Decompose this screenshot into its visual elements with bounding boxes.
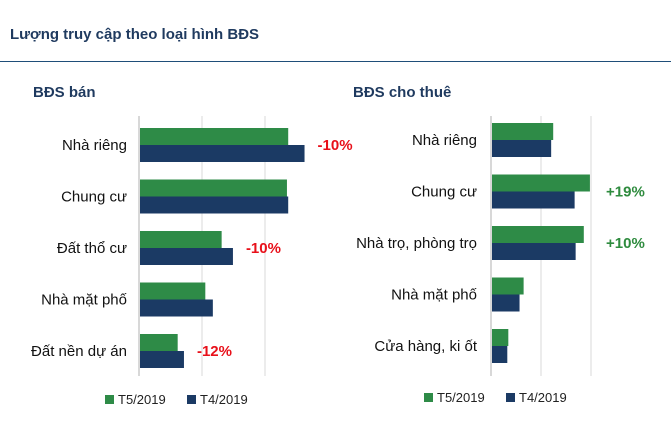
page-title: Lượng truy cập theo loại hình BĐS — [10, 26, 260, 43]
sale-legend-label: T5/2019 — [118, 392, 166, 407]
rent-bar-t5 — [492, 123, 554, 140]
rent-legend-swatch — [506, 393, 515, 402]
rent-category-label: Nhà mặt phố — [391, 287, 478, 304]
sale-legend-swatch — [105, 395, 114, 404]
title-divider — [0, 61, 671, 62]
sale-category-label: Đất thổ cư — [57, 240, 127, 257]
sale-change-annotation: -10% — [246, 240, 281, 257]
sale-bar-t4 — [140, 196, 289, 214]
rent-bar-t5 — [492, 329, 509, 346]
rent-category-label: Chung cư — [411, 184, 477, 201]
rent-bar-t5 — [492, 277, 524, 295]
rent-change-annotation: +19% — [606, 184, 645, 201]
sale-category-label: Chung cư — [61, 189, 127, 206]
sale-category-label: Đất nền dự án — [31, 343, 127, 360]
sale-bar-t5 — [140, 128, 289, 145]
sale-bar-t5 — [140, 231, 222, 248]
rent-category-label: Cửa hàng, ki ốt — [374, 338, 477, 355]
rent-bar-t4 — [492, 140, 552, 157]
sale-change-annotation: -10% — [318, 137, 353, 154]
rent-legend-label: T5/2019 — [437, 390, 485, 405]
rent-bar-t4 — [492, 346, 508, 363]
sale-bar-t4 — [140, 299, 213, 317]
sale-bar-t5 — [140, 334, 178, 351]
rent-category-label: Nhà trọ, phòng trọ — [356, 235, 477, 252]
rent-bar-t5 — [492, 226, 584, 243]
rent-legend-swatch — [424, 393, 433, 402]
sale-bar-t5 — [140, 282, 206, 300]
sale-legend-label: T4/2019 — [200, 392, 248, 407]
rent-bar-t5 — [492, 174, 590, 192]
rent-bar-t4 — [492, 191, 575, 209]
sale-bar-t4 — [140, 248, 233, 265]
rent-legend-label: T4/2019 — [519, 390, 567, 405]
sale-chart-title: BĐS bán — [33, 84, 96, 101]
sale-bar-t5 — [140, 179, 287, 197]
rent-bar-t4 — [492, 243, 576, 260]
sale-bar-t4 — [140, 145, 305, 162]
sale-legend-swatch — [187, 395, 196, 404]
sale-category-label: Nhà riêng — [62, 137, 127, 154]
rent-change-annotation: +10% — [606, 235, 645, 252]
rent-bar-t4 — [492, 294, 520, 312]
sale-category-label: Nhà mặt phố — [41, 292, 128, 309]
sale-change-annotation: -12% — [197, 343, 232, 360]
sale-bar-t4 — [140, 351, 184, 368]
rent-category-label: Nhà riêng — [412, 132, 477, 149]
rent-chart-title: BĐS cho thuê — [353, 84, 451, 101]
